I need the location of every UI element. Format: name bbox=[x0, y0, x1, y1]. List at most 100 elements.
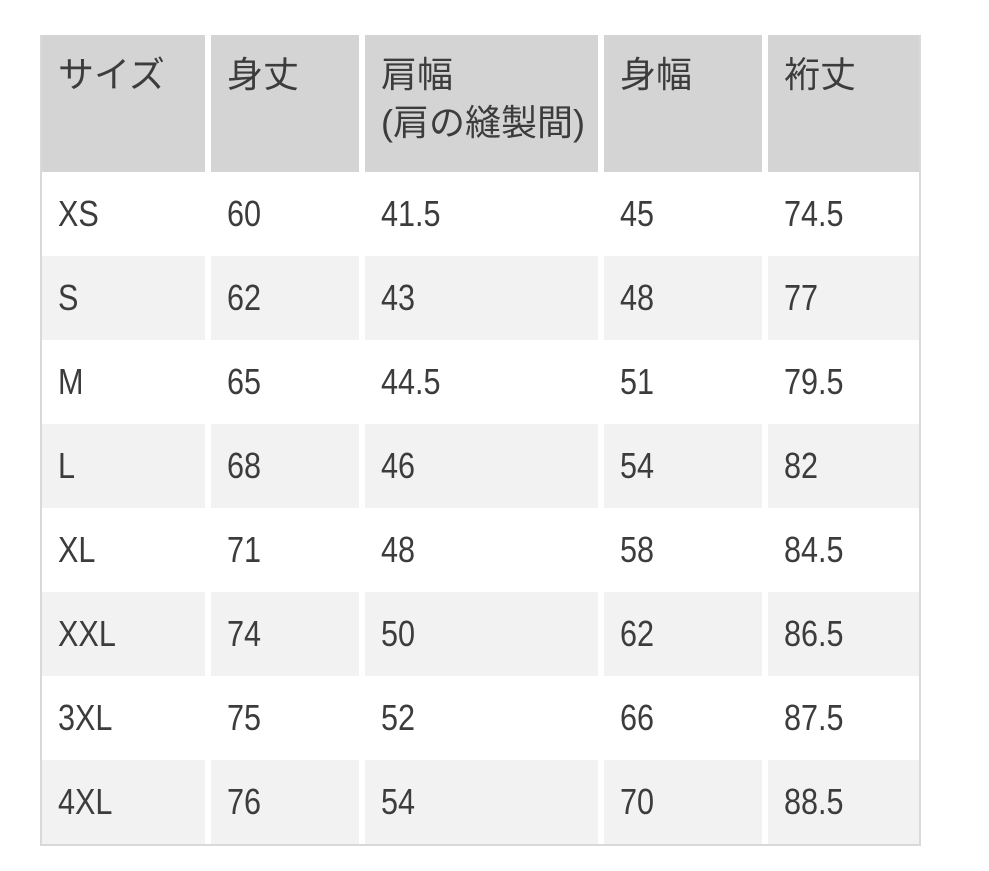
cell-value: 65 bbox=[227, 361, 262, 403]
column-header-label: 身幅 bbox=[620, 54, 693, 95]
cell-value: 48 bbox=[381, 529, 416, 571]
size-cell: XXL bbox=[42, 592, 211, 676]
cell-value: 82 bbox=[784, 445, 819, 487]
size-chart-table: サイズ 身丈 肩幅 (肩の縫製間) 身幅 裄丈 XS 60 41.5 45 74… bbox=[42, 35, 919, 844]
size-label: 3XL bbox=[58, 697, 113, 739]
cell-value: 74.5 bbox=[784, 193, 844, 235]
value-cell: 65 bbox=[211, 340, 365, 424]
cell-value: 79.5 bbox=[784, 361, 844, 403]
cell-value: 88.5 bbox=[784, 781, 844, 823]
size-label: S bbox=[58, 277, 79, 319]
cell-value: 77 bbox=[784, 277, 819, 319]
value-cell: 54 bbox=[604, 424, 768, 508]
column-header-label: サイズ bbox=[58, 54, 165, 95]
size-label: XS bbox=[58, 193, 99, 235]
size-cell: L bbox=[42, 424, 211, 508]
table-row: 4XL 76 54 70 88.5 bbox=[42, 760, 919, 844]
value-cell: 62 bbox=[604, 592, 768, 676]
column-header-body-length: 身丈 bbox=[211, 35, 365, 172]
value-cell: 45 bbox=[604, 172, 768, 256]
value-cell: 79.5 bbox=[768, 340, 919, 424]
value-cell: 86.5 bbox=[768, 592, 919, 676]
cell-value: 58 bbox=[620, 529, 655, 571]
table-row: S 62 43 48 77 bbox=[42, 256, 919, 340]
cell-value: 75 bbox=[227, 697, 262, 739]
value-cell: 74 bbox=[211, 592, 365, 676]
column-header-shoulder-width: 肩幅 (肩の縫製間) bbox=[365, 35, 604, 172]
size-cell: 4XL bbox=[42, 760, 211, 844]
value-cell: 43 bbox=[365, 256, 604, 340]
value-cell: 48 bbox=[604, 256, 768, 340]
cell-value: 87.5 bbox=[784, 697, 844, 739]
value-cell: 48 bbox=[365, 508, 604, 592]
cell-value: 66 bbox=[620, 697, 655, 739]
value-cell: 71 bbox=[211, 508, 365, 592]
size-label: XXL bbox=[58, 613, 116, 655]
cell-value: 48 bbox=[620, 277, 655, 319]
table-header: サイズ 身丈 肩幅 (肩の縫製間) 身幅 裄丈 bbox=[42, 35, 919, 172]
cell-value: 84.5 bbox=[784, 529, 844, 571]
size-label: L bbox=[58, 445, 76, 487]
value-cell: 68 bbox=[211, 424, 365, 508]
column-header-sleeve-length: 裄丈 bbox=[768, 35, 919, 172]
column-header-body-width: 身幅 bbox=[604, 35, 768, 172]
cell-value: 68 bbox=[227, 445, 262, 487]
cell-value: 46 bbox=[381, 445, 416, 487]
value-cell: 74.5 bbox=[768, 172, 919, 256]
cell-value: 74 bbox=[227, 613, 262, 655]
value-cell: 54 bbox=[365, 760, 604, 844]
table-row: XS 60 41.5 45 74.5 bbox=[42, 172, 919, 256]
value-cell: 76 bbox=[211, 760, 365, 844]
size-cell: XS bbox=[42, 172, 211, 256]
size-cell: XL bbox=[42, 508, 211, 592]
value-cell: 82 bbox=[768, 424, 919, 508]
value-cell: 51 bbox=[604, 340, 768, 424]
size-cell: 3XL bbox=[42, 676, 211, 760]
value-cell: 77 bbox=[768, 256, 919, 340]
size-chart: サイズ 身丈 肩幅 (肩の縫製間) 身幅 裄丈 XS 60 41.5 45 74… bbox=[40, 35, 921, 846]
cell-value: 41.5 bbox=[381, 193, 441, 235]
value-cell: 84.5 bbox=[768, 508, 919, 592]
column-header-size: サイズ bbox=[42, 35, 211, 172]
header-row: サイズ 身丈 肩幅 (肩の縫製間) 身幅 裄丈 bbox=[42, 35, 919, 172]
cell-value: 62 bbox=[227, 277, 262, 319]
value-cell: 62 bbox=[211, 256, 365, 340]
cell-value: 76 bbox=[227, 781, 262, 823]
cell-value: 60 bbox=[227, 193, 262, 235]
column-header-label: 裄丈 bbox=[784, 54, 857, 95]
size-cell: S bbox=[42, 256, 211, 340]
value-cell: 50 bbox=[365, 592, 604, 676]
value-cell: 75 bbox=[211, 676, 365, 760]
cell-value: 86.5 bbox=[784, 613, 844, 655]
cell-value: 44.5 bbox=[381, 361, 441, 403]
value-cell: 87.5 bbox=[768, 676, 919, 760]
value-cell: 60 bbox=[211, 172, 365, 256]
table-body: XS 60 41.5 45 74.5 S 62 43 48 77 M 65 44… bbox=[42, 172, 919, 844]
cell-value: 51 bbox=[620, 361, 655, 403]
value-cell: 46 bbox=[365, 424, 604, 508]
value-cell: 66 bbox=[604, 676, 768, 760]
cell-value: 43 bbox=[381, 277, 416, 319]
size-cell: M bbox=[42, 340, 211, 424]
cell-value: 62 bbox=[620, 613, 655, 655]
size-label: M bbox=[58, 361, 84, 403]
cell-value: 54 bbox=[381, 781, 416, 823]
size-label: 4XL bbox=[58, 781, 113, 823]
cell-value: 54 bbox=[620, 445, 655, 487]
table-row: 3XL 75 52 66 87.5 bbox=[42, 676, 919, 760]
cell-value: 70 bbox=[620, 781, 655, 823]
table-row: L 68 46 54 82 bbox=[42, 424, 919, 508]
column-header-label: 身丈 bbox=[227, 54, 300, 95]
cell-value: 71 bbox=[227, 529, 262, 571]
value-cell: 41.5 bbox=[365, 172, 604, 256]
value-cell: 58 bbox=[604, 508, 768, 592]
table-row: XL 71 48 58 84.5 bbox=[42, 508, 919, 592]
cell-value: 52 bbox=[381, 697, 416, 739]
value-cell: 88.5 bbox=[768, 760, 919, 844]
column-header-label: 肩幅 (肩の縫製間) bbox=[381, 54, 585, 143]
value-cell: 52 bbox=[365, 676, 604, 760]
cell-value: 50 bbox=[381, 613, 416, 655]
cell-value: 45 bbox=[620, 193, 655, 235]
value-cell: 44.5 bbox=[365, 340, 604, 424]
table-row: XXL 74 50 62 86.5 bbox=[42, 592, 919, 676]
